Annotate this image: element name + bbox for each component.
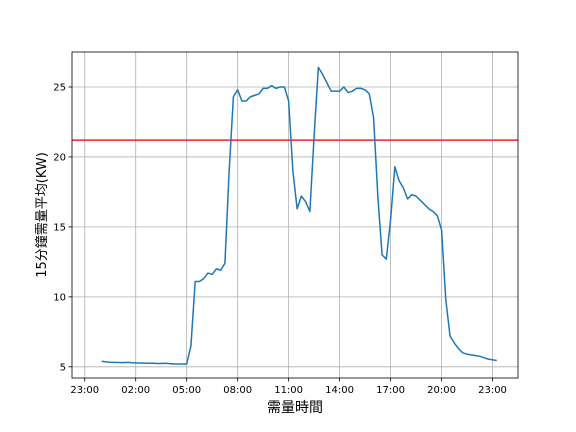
- x-tick-label: 17:00: [376, 385, 405, 396]
- y-axis-title: 15分鐘需量平均(KW): [34, 152, 50, 278]
- y-tick-label: 5: [60, 362, 66, 373]
- grid: [72, 52, 518, 378]
- x-tick-label: 02:00: [121, 385, 150, 396]
- x-tick-label: 05:00: [172, 385, 201, 396]
- x-tick-label: 20:00: [427, 385, 456, 396]
- demand-series-line: [101, 66, 497, 365]
- x-tick-label: 11:00: [274, 385, 303, 396]
- series-layer: [101, 66, 497, 365]
- x-axis-title: 需量時間: [267, 400, 323, 416]
- plot-area-background: [72, 52, 518, 378]
- x-tick-label: 23:00: [478, 385, 507, 396]
- y-tick-label: 25: [53, 82, 66, 93]
- y-tick-label: 10: [53, 292, 66, 303]
- x-tick-label: 14:00: [325, 385, 354, 396]
- plot-frame: [71, 51, 519, 379]
- x-tick-label: 23:00: [70, 385, 99, 396]
- x-tick-label: 08:00: [223, 385, 252, 396]
- y-tick-label: 15: [53, 222, 66, 233]
- y-tick-label: 20: [53, 152, 66, 163]
- axis-ticks: 23:00 02:00 05:00 08:00 11:00 14:00 17:00 20:00…: [53, 82, 507, 396]
